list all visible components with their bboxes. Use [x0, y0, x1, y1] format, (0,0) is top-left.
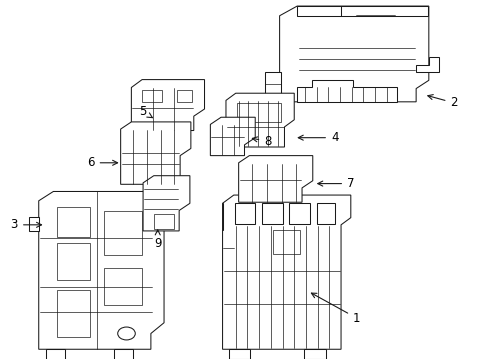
Polygon shape — [39, 192, 163, 349]
Polygon shape — [154, 215, 174, 229]
Polygon shape — [225, 93, 294, 147]
Polygon shape — [297, 6, 427, 16]
Polygon shape — [279, 6, 428, 102]
Polygon shape — [177, 90, 191, 102]
Text: 7: 7 — [317, 177, 354, 190]
Polygon shape — [304, 349, 326, 359]
Polygon shape — [29, 217, 39, 231]
Polygon shape — [234, 203, 255, 224]
Polygon shape — [210, 117, 255, 156]
Polygon shape — [121, 122, 190, 184]
Polygon shape — [131, 80, 204, 131]
Polygon shape — [272, 230, 299, 253]
Polygon shape — [297, 80, 396, 102]
Polygon shape — [238, 156, 312, 202]
Polygon shape — [104, 211, 142, 255]
Text: 4: 4 — [298, 131, 338, 144]
Polygon shape — [57, 243, 90, 280]
Text: 2: 2 — [427, 95, 457, 109]
Text: 3: 3 — [11, 218, 41, 231]
Text: 6: 6 — [87, 156, 117, 169]
Text: 5: 5 — [139, 105, 152, 118]
Polygon shape — [264, 72, 281, 95]
Polygon shape — [57, 290, 90, 337]
Polygon shape — [316, 203, 334, 224]
Polygon shape — [222, 195, 350, 349]
Polygon shape — [143, 176, 189, 231]
Polygon shape — [45, 349, 65, 360]
Polygon shape — [289, 203, 309, 224]
Polygon shape — [114, 349, 133, 360]
Polygon shape — [142, 90, 161, 102]
Polygon shape — [57, 207, 90, 237]
Polygon shape — [104, 268, 142, 305]
Text: 9: 9 — [154, 230, 161, 250]
Polygon shape — [228, 349, 250, 359]
Text: 1: 1 — [311, 293, 360, 325]
Polygon shape — [262, 203, 282, 224]
Polygon shape — [415, 57, 438, 72]
Polygon shape — [236, 103, 280, 122]
Text: 8: 8 — [252, 135, 271, 148]
